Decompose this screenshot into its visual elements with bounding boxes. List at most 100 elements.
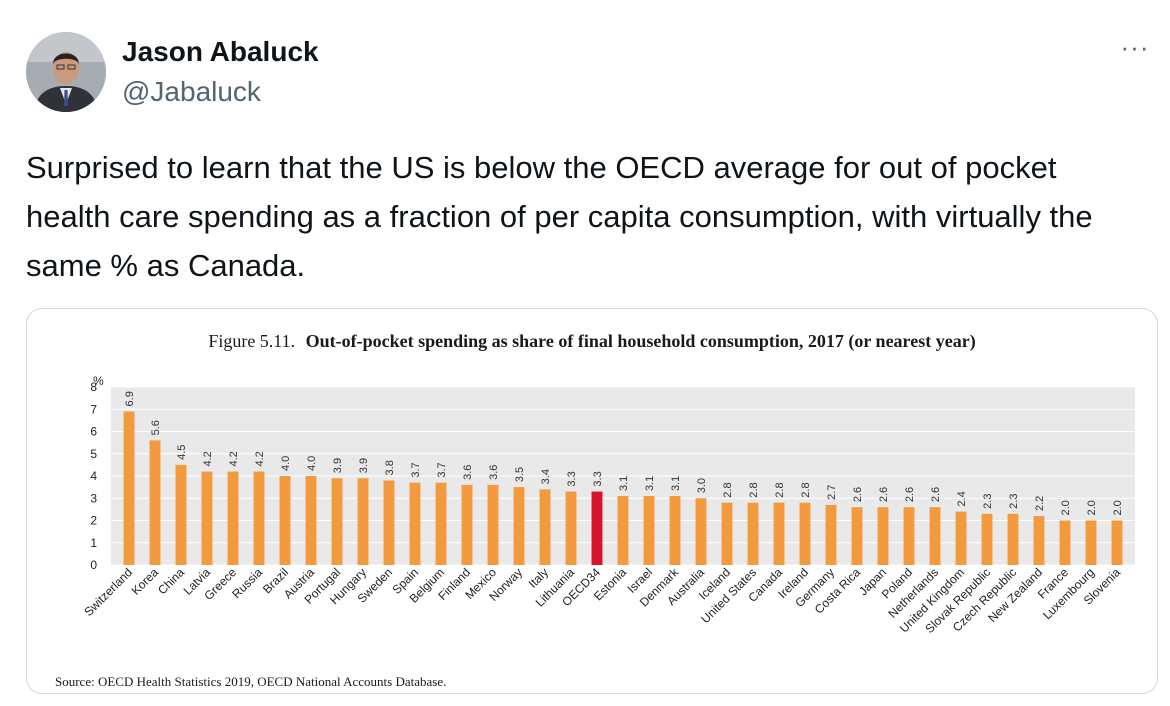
bar-value-label: 2.2 [1034,496,1046,511]
bar-value-label: 3.4 [540,469,552,484]
y-axis-label: % [93,374,104,388]
y-tick-label: 0 [90,558,97,572]
bar [1111,520,1123,565]
bar-value-label: 4.0 [306,456,318,471]
bar-value-label: 4.0 [280,456,292,471]
bar-value-label: 5.6 [150,420,162,435]
bar [851,507,863,565]
bar [929,507,941,565]
bar [279,476,291,565]
bar-value-label: 3.8 [384,460,396,475]
chart-title: Figure 5.11. Out-of-pocket spending as s… [208,331,975,352]
bar-value-label: 3.1 [644,476,656,491]
bar [955,511,967,565]
bar-value-label: 2.3 [1008,494,1020,509]
bar [253,471,265,565]
bar-value-label: 2.0 [1112,500,1124,515]
bar [747,502,759,565]
bar [721,502,733,565]
bar [669,496,681,565]
bar-value-label: 2.0 [1086,500,1098,515]
bar-value-label: 2.8 [748,482,760,497]
tweet-text: Surprised to learn that the US is below … [26,150,1093,283]
bar [149,440,161,565]
bar-value-label: 2.8 [774,482,786,497]
y-tick-label: 6 [90,425,97,439]
bar [799,502,811,565]
bar-value-label: 2.0 [1060,500,1072,515]
bar [461,484,473,565]
bar [331,478,343,565]
bar-value-label: 2.6 [930,487,942,502]
bar-value-label: 4.5 [176,445,188,460]
bar-value-label: 3.1 [670,476,682,491]
chart-title-prefix: Figure 5.11. [208,331,295,351]
bar [175,464,187,565]
y-tick-label: 5 [90,447,97,461]
bar-value-label: 2.8 [800,482,812,497]
bar [643,496,655,565]
bar-value-label: 2.4 [956,491,968,506]
bar-value-label: 4.2 [228,451,240,466]
bar [1085,520,1097,565]
bar [539,489,551,565]
bar [123,411,135,565]
chart-figure: Figure 5.11. Out-of-pocket spending as s… [55,331,1135,689]
bar-value-label: 3.3 [566,471,578,486]
bar-value-label: 3.9 [358,458,370,473]
bar [617,496,629,565]
bar-value-label: 3.9 [332,458,344,473]
y-tick-label: 7 [90,402,97,416]
bar [227,471,239,565]
bar [357,478,369,565]
bar [1059,520,1071,565]
bar-value-label: 2.6 [852,487,864,502]
chart-source: Source: OECD Health Statistics 2019, OEC… [55,674,446,689]
bar-value-label: 2.6 [878,487,890,502]
bar-value-label: 2.7 [826,485,838,500]
bar-value-label: 3.7 [436,462,448,477]
bar [487,484,499,565]
bar-value-label: 3.6 [462,465,474,480]
y-tick-label: 4 [90,469,97,483]
bar [1007,513,1019,565]
bar [695,498,707,565]
bar-value-label: 3.5 [514,467,526,482]
bar-value-label: 4.2 [202,451,214,466]
y-tick-label: 2 [90,514,97,528]
author-name[interactable]: Jason Abaluck [122,36,319,67]
more-options-icon[interactable]: ··· [1120,32,1150,62]
chart-title-main: Out-of-pocket spending as share of final… [306,331,976,352]
bar [565,491,577,565]
x-category-label: Russia [229,565,265,601]
bar [201,471,213,565]
bar [903,507,915,565]
bar [383,480,395,565]
x-category-label: Korea [129,565,162,598]
x-category-label: China [155,565,187,597]
bar-value-label: 3.3 [592,471,604,486]
bar [591,491,603,565]
x-category-label: Switzerland [81,565,135,619]
tweet-media-chart[interactable]: Figure 5.11. Out-of-pocket spending as s… [26,308,1158,694]
bar-value-label: 2.3 [982,494,994,509]
bar-value-label: 4.2 [254,451,266,466]
bar [435,482,447,565]
bar [1033,516,1045,565]
bar-value-label: 3.1 [618,476,630,491]
bar-value-label: 3.0 [696,478,708,493]
bar [513,487,525,565]
bar [825,504,837,565]
y-tick-label: 8 [90,380,97,394]
bar [877,507,889,565]
bar-value-label: 6.9 [124,391,136,406]
bar [773,502,785,565]
bar [981,513,993,565]
bar-value-label: 3.6 [488,465,500,480]
author-handle[interactable]: @Jabaluck [122,76,261,107]
author-avatar[interactable] [26,32,106,112]
y-tick-label: 1 [90,536,97,550]
bar [305,476,317,565]
bar [409,482,421,565]
y-tick-label: 3 [90,491,97,505]
